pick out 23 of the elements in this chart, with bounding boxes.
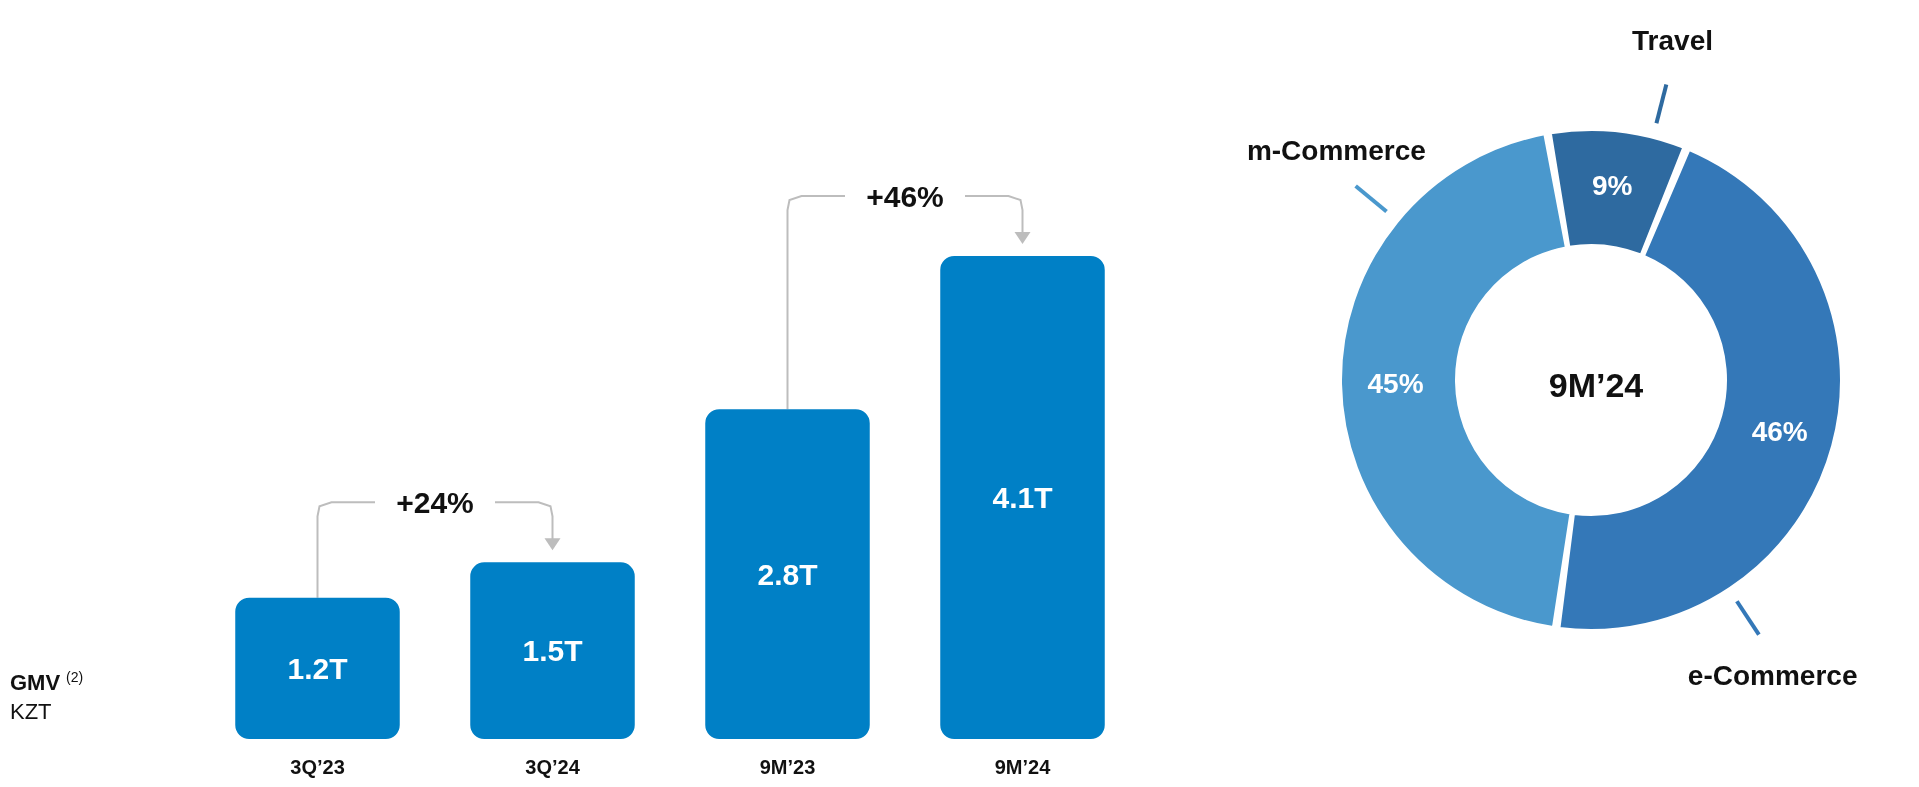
text: GMV(2) xyxy=(10,669,84,695)
bar xyxy=(470,562,635,739)
bar xyxy=(235,597,400,739)
text: KZT xyxy=(10,698,52,724)
x-tick-label: 3Q’23 xyxy=(290,756,345,778)
bar xyxy=(705,409,870,739)
data-label: 4.1T xyxy=(992,481,1053,515)
annotation: +46% xyxy=(866,179,944,213)
data-label: 1.2T xyxy=(287,651,348,685)
data-label: 9% xyxy=(1591,170,1633,202)
bar xyxy=(940,256,1105,739)
data-label: 2.8T xyxy=(757,557,818,591)
slice-label: e-Commerce xyxy=(1687,660,1858,691)
text: 9M’24 xyxy=(1548,366,1644,404)
slice-label: Travel xyxy=(1632,24,1713,56)
data-label: 45% xyxy=(1367,367,1424,399)
annotation: +24% xyxy=(396,485,474,519)
x-tick-label: 9M’23 xyxy=(759,756,816,778)
x-tick-label: 3Q’24 xyxy=(525,756,581,778)
x-tick-label: 9M’24 xyxy=(994,756,1052,778)
slice-label: m-Commerce xyxy=(1246,134,1426,166)
data-label: 46% xyxy=(1751,415,1808,447)
data-label: 1.5T xyxy=(522,634,583,668)
